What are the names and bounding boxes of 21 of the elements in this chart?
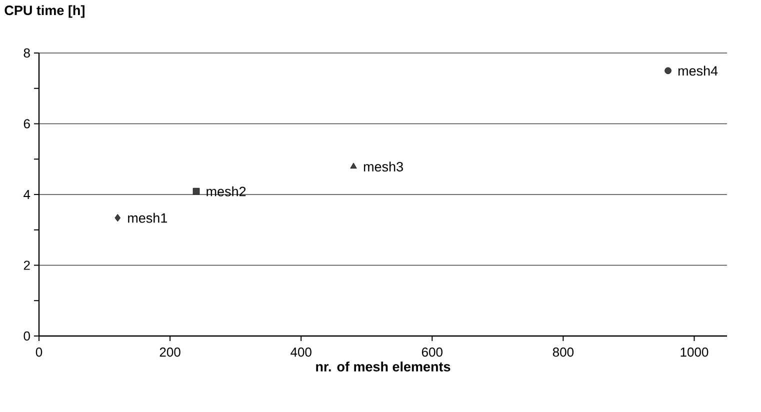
x-tick-label: 800 [552, 348, 574, 357]
x-tick-label: 600 [422, 348, 442, 357]
x-tick-label: 400 [290, 348, 312, 357]
y-tick-label: 8 [24, 48, 30, 58]
point [192, 188, 200, 195]
series-label: mesh2 [206, 186, 246, 196]
x-tick-label: 0 [36, 348, 42, 357]
series-label: mesh1 [128, 212, 167, 223]
point [350, 162, 357, 169]
y-tick-label: 0 [24, 331, 30, 341]
y-tick-label: 4 [24, 190, 30, 199]
y-tick-label: 6 [24, 119, 30, 128]
chart-title: CPU time [h] [4, 5, 84, 18]
x-axis-title: nr. of mesh elements [316, 362, 450, 372]
x-tick-label: 1000 [680, 348, 708, 357]
series-label: mesh4 [678, 66, 718, 76]
series-label: mesh3 [364, 162, 403, 172]
point [114, 214, 121, 222]
point [664, 67, 672, 74]
y-tick-label: 2 [24, 260, 30, 270]
x-tick-label: 200 [160, 348, 180, 357]
